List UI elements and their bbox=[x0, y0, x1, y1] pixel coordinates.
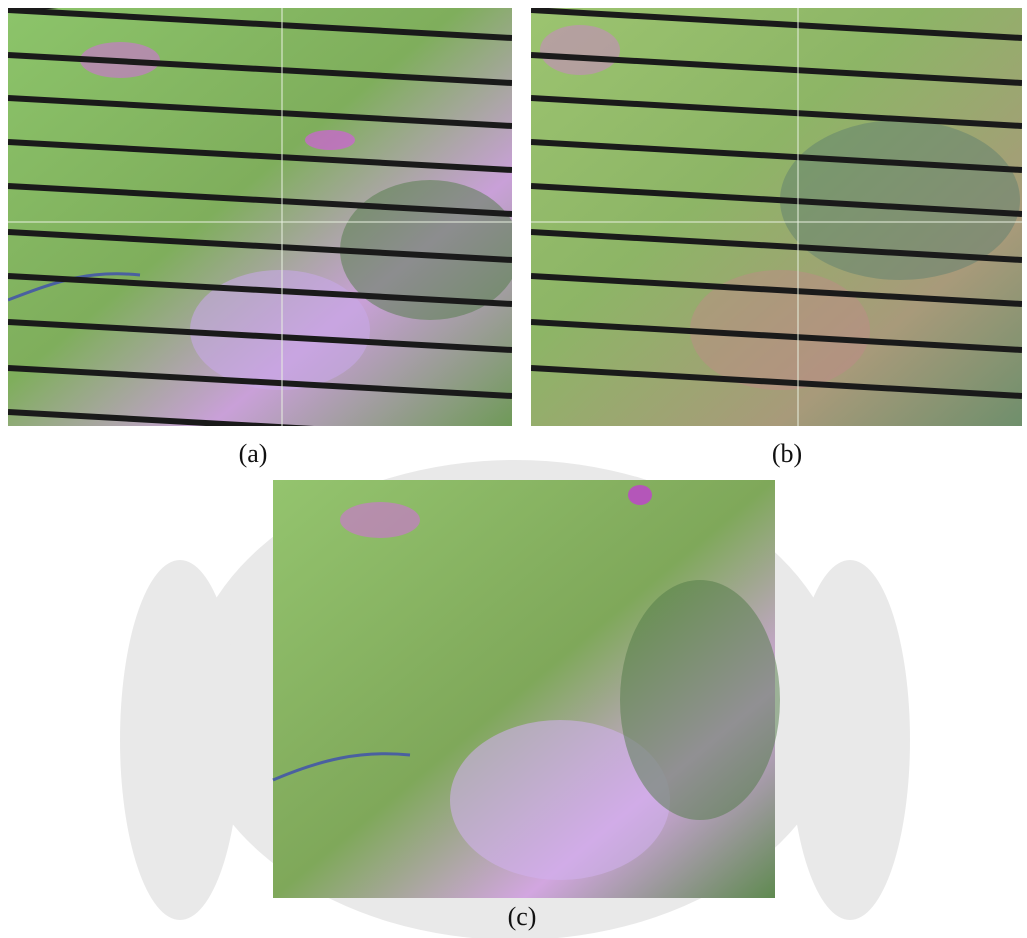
panel-label: (a) bbox=[239, 439, 268, 468]
figure: (a) (b) (c) bbox=[0, 0, 1027, 938]
image-b bbox=[531, 8, 1022, 426]
page: (a) (b) (c) (() => { const data = JSON.p… bbox=[0, 0, 1027, 938]
image-a bbox=[8, 0, 520, 440]
panel-label: (c) bbox=[508, 902, 537, 931]
panel-label: (b) bbox=[772, 439, 802, 468]
image-c bbox=[273, 480, 780, 898]
